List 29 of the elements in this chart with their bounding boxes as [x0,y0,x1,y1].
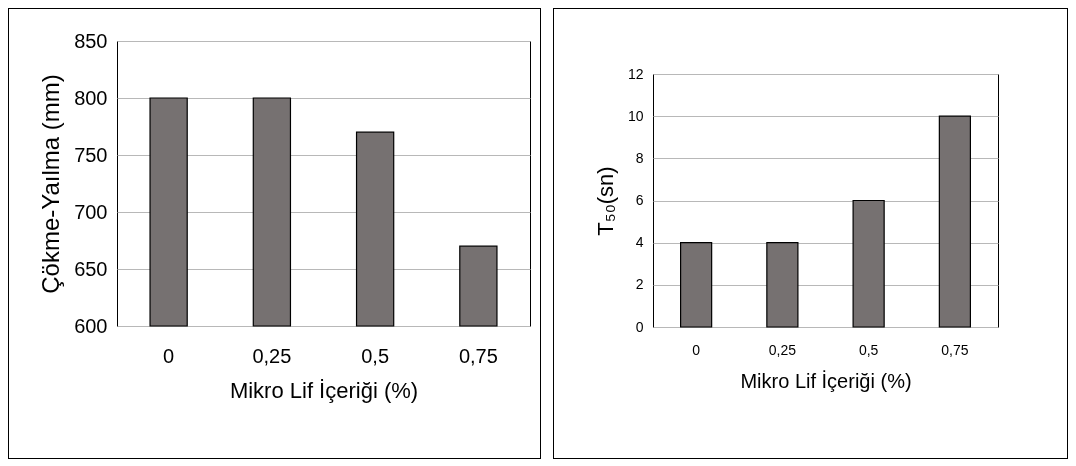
y-axis-title: T₅₀(sn) [592,166,618,236]
y-tick-label: 6 [635,192,644,208]
y-tick-label: 750 [74,143,108,166]
y-tick-label: 800 [74,86,108,109]
y-tick-label: 4 [635,234,644,251]
y-tick-label: 850 [74,29,108,52]
x-tick-label: 0,5 [858,341,879,358]
bar [938,115,971,328]
bar [852,199,885,328]
y-tick-label: 12 [627,65,644,82]
x-tick-label: 0,25 [252,344,292,367]
y-tick-label: 600 [74,314,108,337]
x-tick-label: 0,75 [941,341,969,358]
y-tick-label: 2 [635,276,644,293]
y-tick-label: 650 [74,257,108,280]
bar [680,242,713,328]
y-tick-label: 0 [635,318,644,335]
x-axis-title: Mikro Lif İçeriği (%) [740,369,912,392]
x-tick-label: 0 [163,344,175,367]
y-tick-label: 700 [74,200,108,223]
y-axis-title: Çökme-Yaılma (mm) [37,74,65,294]
x-tick-label: 0,5 [361,344,390,367]
y-tick-label: 8 [635,149,644,166]
x-tick-label: 0,25 [768,341,797,358]
x-tick-label: 0,75 [458,344,498,367]
bar [766,242,799,328]
x-tick-label: 0 [692,341,701,358]
y-tick-label: 10 [627,107,644,124]
x-axis-title: Mikro Lif İçeriği (%) [229,377,419,403]
